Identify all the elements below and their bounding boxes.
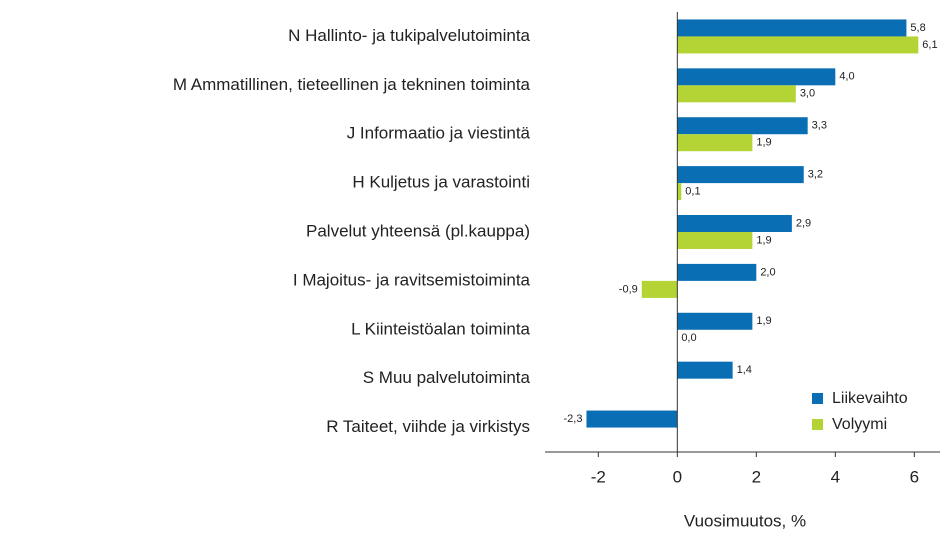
value-label: 0,0: [681, 332, 696, 344]
category-label: N Hallinto- ja tukipalvelutoiminta: [288, 26, 530, 45]
value-label: 3,2: [808, 169, 823, 181]
bar: [641, 280, 678, 298]
value-label: 3,3: [812, 120, 827, 132]
category-label: S Muu palvelutoiminta: [363, 368, 531, 387]
bar: [677, 263, 757, 281]
value-label: 4,0: [839, 71, 854, 83]
value-label: 0,1: [685, 186, 700, 198]
category-label: L Kiinteistöalan toiminta: [351, 319, 530, 338]
bar: [677, 117, 808, 135]
bar: [586, 410, 678, 428]
bar: [677, 232, 753, 249]
legend-swatch: [812, 419, 823, 430]
bar: [677, 166, 804, 184]
bar: [677, 183, 682, 201]
bar: [677, 85, 796, 103]
bar: [677, 312, 753, 330]
value-label: 5,8: [910, 22, 925, 34]
bar: [677, 361, 733, 379]
legend-swatch: [812, 393, 823, 404]
x-tick-label: -2: [591, 467, 606, 486]
x-tick-label: 2: [752, 467, 761, 486]
value-label: 1,9: [756, 234, 771, 246]
bar: [677, 19, 907, 37]
x-tick-label: 6: [910, 467, 919, 486]
category-label: R Taiteet, viihde ja virkistys: [326, 417, 530, 436]
category-label: J Informaatio ja viestintä: [347, 124, 531, 143]
bar: [677, 215, 792, 232]
value-label: 6,1: [922, 39, 937, 51]
value-label: 2,0: [760, 266, 775, 278]
category-label: H Kuljetus ja varastointi: [352, 173, 530, 192]
value-label: 1,4: [737, 364, 752, 376]
value-label: -2,3: [564, 413, 583, 425]
category-label: Palvelut yhteensä (pl.kauppa): [306, 221, 530, 240]
category-label: I Majoitus- ja ravitsemistoiminta: [293, 270, 531, 289]
value-label: 2,9: [796, 217, 811, 229]
value-label: 1,9: [756, 315, 771, 327]
category-label: M Ammatillinen, tieteellinen ja tekninen…: [173, 75, 531, 94]
bar: [677, 134, 753, 152]
bar: [677, 68, 836, 86]
x-axis-label: Vuosimuutos, %: [684, 511, 806, 530]
value-label: -0,9: [619, 283, 638, 295]
legend-label: Volyymi: [832, 416, 887, 433]
legend-label: Liikevaihto: [832, 390, 908, 407]
value-label: 3,0: [800, 88, 815, 100]
x-tick-label: 0: [673, 467, 682, 486]
x-tick-label: 4: [831, 467, 840, 486]
value-label: 1,9: [756, 137, 771, 149]
bar: [677, 36, 919, 54]
